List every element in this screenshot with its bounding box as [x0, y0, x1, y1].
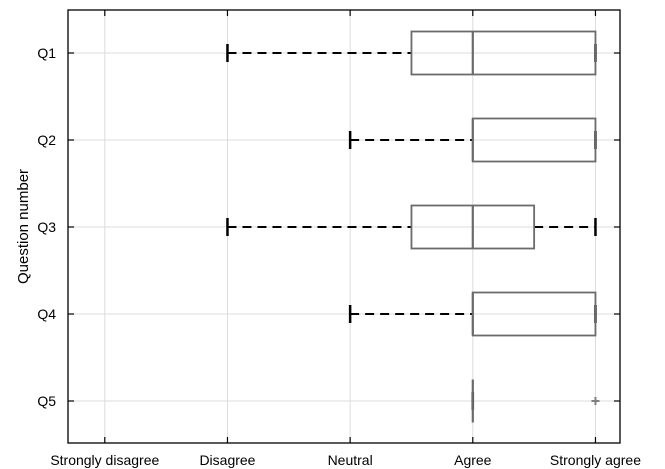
y-tick-label: Q4 [37, 306, 56, 322]
y-tick-label: Q1 [37, 45, 56, 61]
x-tick-label: Agree [454, 452, 492, 468]
axis-labels: Strongly disagree Disagree Neutral Agree Str… [15, 45, 641, 468]
boxes [226, 30, 600, 423]
axis-ticks [68, 10, 620, 443]
y-tick-label: Q5 [37, 393, 56, 409]
box [410, 30, 597, 76]
x-tick-label: Strongly agree [550, 452, 641, 468]
y-tick-label: Q2 [37, 132, 56, 148]
x-tick-label: Strongly disagree [50, 452, 159, 468]
y-axis-title: Question number [15, 169, 32, 284]
x-tick-label: Disagree [199, 452, 255, 468]
x-tick-label: Neutral [328, 452, 373, 468]
y-tick-label: Q3 [37, 219, 56, 235]
